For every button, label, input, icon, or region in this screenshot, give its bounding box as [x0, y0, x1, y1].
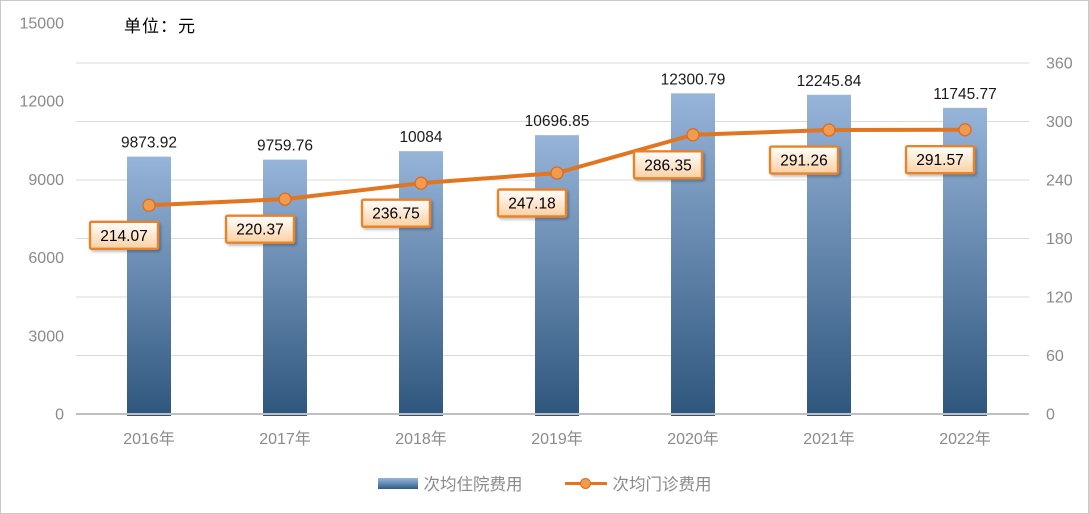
line-value-label-box: [88, 220, 160, 250]
bar-2016年: [127, 156, 171, 416]
line-value-label-box: [632, 150, 704, 180]
right-axis-tick-label: 300: [1046, 114, 1073, 131]
line-value-label-box: [768, 145, 840, 175]
x-axis-category-label: 2022年: [939, 430, 991, 448]
legend: 次均住院费用 次均门诊费用: [1, 471, 1088, 495]
left-axis-tick-label: 3000: [28, 328, 64, 345]
bar-value-label: 12245.84: [797, 73, 862, 90]
bar-2020年: [671, 93, 715, 416]
line-value-label: 291.26: [780, 153, 827, 170]
line-value-label: 247.18: [508, 195, 555, 212]
line-series-swatch-icon: [564, 477, 607, 489]
left-axis-tick-label: 6000: [28, 250, 64, 267]
legend-item-hospitalization: 次均住院费用: [377, 471, 523, 495]
left-axis-tick-label: 9000: [28, 172, 64, 189]
unit-label: 单位：元: [124, 17, 196, 36]
line-marker-2019年: [550, 166, 564, 180]
left-axis-tick-label: 0: [55, 407, 64, 424]
right-axis-tick-label: 180: [1046, 231, 1073, 248]
bar-value-label: 12300.79: [661, 71, 726, 88]
line-value-label: 220.37: [236, 222, 283, 239]
x-axis-category-label: 2020年: [667, 430, 719, 448]
right-axis-tick-label: 120: [1046, 290, 1073, 307]
bar-value-label: 9873.92: [121, 135, 177, 152]
legend-item-outpatient: 次均门诊费用: [564, 471, 712, 495]
legend-label-hospitalization: 次均住院费用: [423, 476, 523, 494]
line-swatch-marker: [579, 477, 591, 489]
bar-2021年: [807, 94, 851, 416]
bar-value-label: 10084: [399, 129, 442, 146]
x-axis-category-label: 2017年: [259, 430, 311, 448]
line-value-label: 286.35: [644, 157, 691, 174]
x-axis-category-label: 2021年: [803, 430, 855, 448]
line-marker-2022年: [958, 123, 972, 137]
line-value-label-box: [496, 188, 568, 218]
bar-value-label: 9759.76: [257, 138, 313, 155]
line-marker-2016年: [142, 198, 156, 212]
x-axis-category-label: 2019年: [531, 430, 583, 448]
left-axis-tick-label: 12000: [20, 94, 65, 111]
bar-2019年: [535, 135, 579, 417]
bar-value-label: 10696.85: [525, 113, 590, 130]
line-marker-2018年: [414, 176, 428, 190]
bar-value-label: 11745.77: [933, 86, 997, 103]
x-axis-category-label: 2016年: [123, 430, 175, 448]
left-axis-tick-label: 15000: [20, 16, 65, 33]
line-value-label: 236.75: [372, 206, 419, 223]
line-value-label-box: [904, 145, 976, 175]
right-axis-tick-label: 60: [1046, 348, 1064, 365]
line-value-label-box: [360, 198, 432, 228]
line-value-label-box: [224, 214, 296, 244]
line-value-label: 291.57: [916, 152, 963, 169]
bar-series-swatch-icon: [377, 477, 418, 489]
line-value-label: 214.07: [100, 228, 147, 245]
line-marker-2020年: [686, 128, 700, 142]
right-axis-tick-label: 360: [1046, 56, 1073, 73]
x-axis-category-label: 2018年: [395, 430, 447, 448]
line-marker-2021年: [822, 123, 836, 137]
right-axis-tick-label: 240: [1046, 173, 1073, 190]
right-axis-tick-label: 0: [1046, 407, 1055, 424]
bar-2018年: [399, 151, 443, 416]
legend-label-outpatient: 次均门诊费用: [612, 476, 712, 494]
line-marker-2017年: [278, 192, 292, 206]
